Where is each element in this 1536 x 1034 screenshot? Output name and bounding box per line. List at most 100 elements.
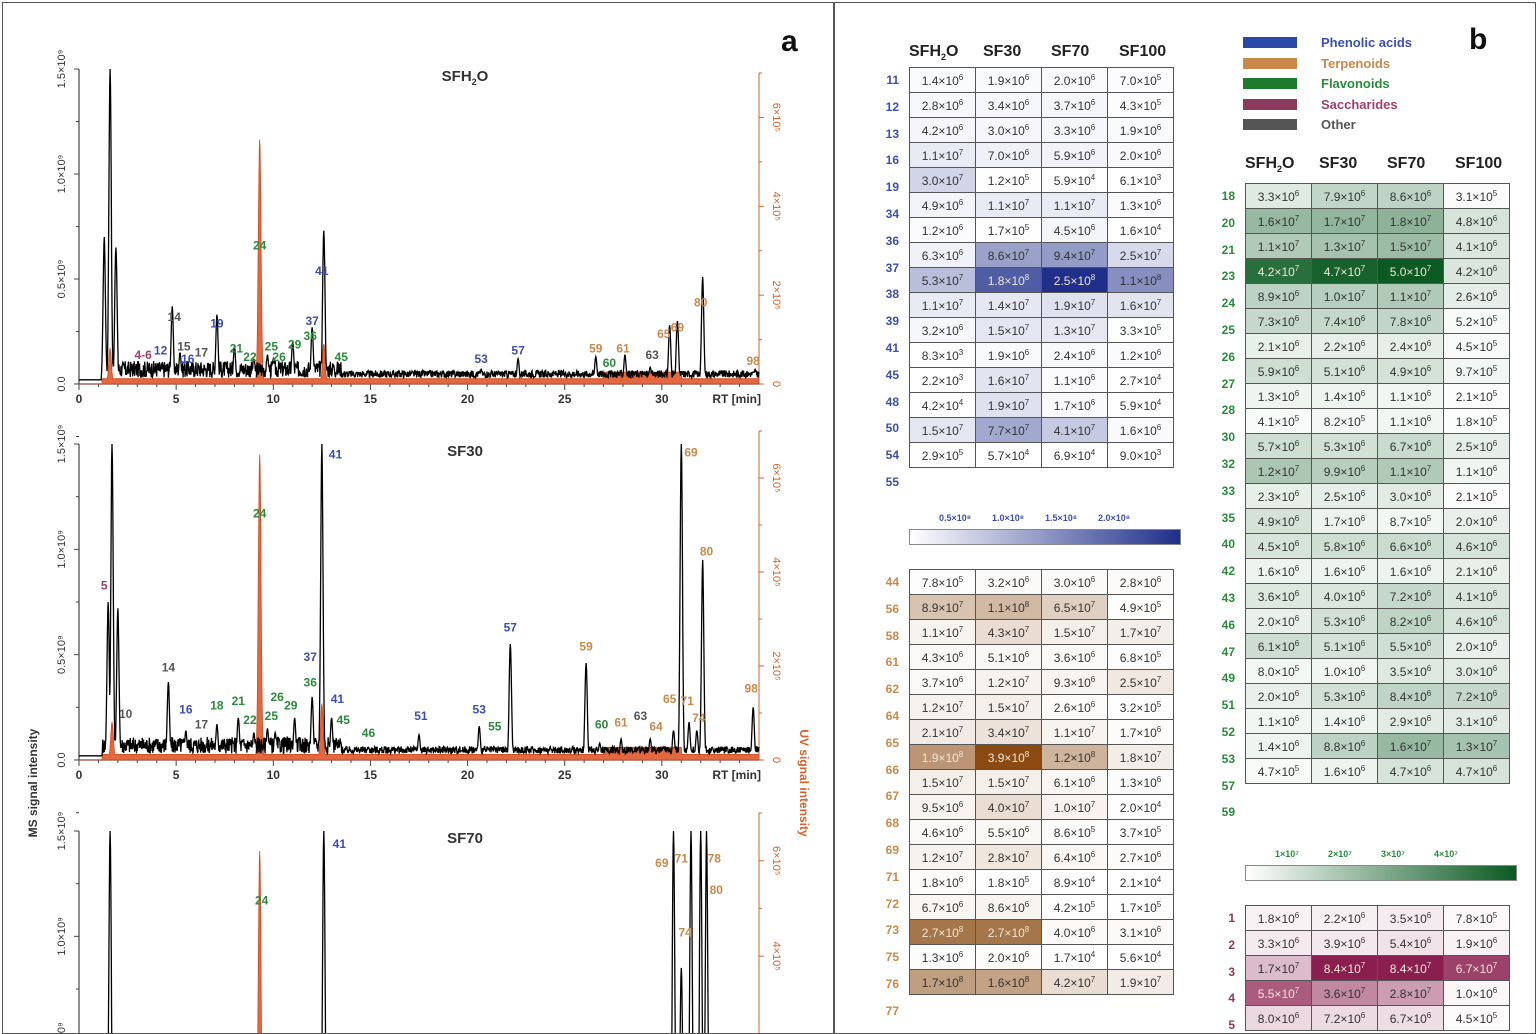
table-row: 6.1×106 5.1×106 5.5×106 2.0×106 <box>1245 633 1510 659</box>
table-cell: 9.9×106 <box>1311 458 1378 484</box>
colorbar-tick-label: 0.5×10⁸ <box>939 513 972 523</box>
table-cell: 8.3×103 <box>909 342 976 368</box>
table-cell: 7.3×106 <box>1245 308 1312 334</box>
table-cell: 7.7×107 <box>975 417 1042 443</box>
row-label: 13 <box>885 126 899 141</box>
heatmap-table-flavonoids: 3.3×106 7.9×106 8.6×106 3.1×105 1.6×107 1.7×1… <box>1245 183 1510 784</box>
table-cell: 1.0×106 <box>1311 658 1378 684</box>
ms-axis-title: MS signal intensity <box>26 728 40 837</box>
table-cell: 2.1×105 <box>1443 483 1510 509</box>
table-cell: 1.7×104 <box>1041 944 1108 970</box>
table-cell: 2.0×106 <box>1107 142 1174 168</box>
table-cell: 1.2×107 <box>975 669 1042 695</box>
table-cell: 1.9×106 <box>1107 117 1174 143</box>
table-cell: 4.1×106 <box>1443 233 1510 259</box>
peak-label: 71 <box>680 694 694 708</box>
peak-label: 14 <box>168 310 182 324</box>
table-cell: 4.1×106 <box>1443 583 1510 609</box>
table-cell: 3.2×106 <box>909 317 976 343</box>
peak-label: 59 <box>589 342 603 356</box>
table-cell: 1.1×107 <box>909 292 976 318</box>
table-cell: 3.2×106 <box>975 569 1042 595</box>
heatmap-table-phenolic-acids: 1.4×106 1.9×106 2.0×106 7.0×105 2.8×106 3.4×1… <box>909 67 1174 468</box>
table-cell: 2.2×106 <box>1311 333 1378 359</box>
peak-label: 21 <box>232 694 246 708</box>
table-cell: 2.9×106 <box>1377 708 1444 734</box>
row-label: 68 <box>885 816 899 831</box>
table-cell: 1.6×104 <box>1107 217 1174 243</box>
table-row: 3.0×107 1.2×105 5.9×104 6.1×103 <box>909 167 1174 193</box>
row-label: 37 <box>885 260 899 275</box>
table-row: 8.0×106 7.2×106 6.7×106 4.5×105 <box>1245 1005 1510 1031</box>
y2-tick-label: 2×10⁵ <box>770 280 782 309</box>
table-cell: 1.5×107 <box>909 417 976 443</box>
table-cell: 5.3×106 <box>1311 683 1378 709</box>
y-tick-label: 1.0×10⁹ <box>56 155 68 194</box>
row-label: 49 <box>1221 671 1235 686</box>
legend-swatch <box>1243 98 1297 110</box>
table-cell: 1.9×108 <box>909 744 976 770</box>
table-row: 1.8×106 1.8×105 8.9×104 2.1×104 <box>909 869 1174 895</box>
table-cell: 3.6×106 <box>1041 644 1108 670</box>
table-cell: 1.7×107 <box>1311 208 1378 234</box>
table-cell: 1.2×108 <box>1041 744 1108 770</box>
table-row: 4.7×105 1.6×106 4.7×106 4.7×106 <box>1245 758 1510 784</box>
chromatogram-sf70: 0.5×10⁹1.0×10⁹1.5×10⁹4×10⁵6×10⁵SF7024415… <box>56 812 782 1033</box>
peak-label: 26 <box>272 350 286 364</box>
table-cell: 1.1×107 <box>909 142 976 168</box>
table-cell: 4.2×105 <box>1041 894 1108 920</box>
peak-label: 98 <box>745 682 759 696</box>
peak-label: 12 <box>154 344 168 358</box>
peak-label: 22 <box>243 350 257 364</box>
table-cell: 7.0×106 <box>975 142 1042 168</box>
row-label: 2 <box>1228 937 1235 952</box>
table-cell: 3.2×105 <box>1107 694 1174 720</box>
colorbar-tick-label: 4×10⁷ <box>1434 849 1458 859</box>
y-tick-label: 1.0×10⁹ <box>56 530 68 569</box>
row-label: 72 <box>885 896 899 911</box>
peak-label: 18 <box>210 698 224 712</box>
table-cell: 5.5×107 <box>1245 980 1312 1006</box>
table-row: 8.0×105 1.0×106 3.5×106 3.0×106 <box>1245 658 1510 684</box>
x-tick-label: 5 <box>173 768 180 782</box>
peak-label: 19 <box>210 316 224 330</box>
table-row: 2.1×106 2.2×106 2.4×106 4.5×105 <box>1245 333 1510 359</box>
table-cell: 1.1×106 <box>1041 367 1108 393</box>
x-axis-label: RT [min] <box>712 392 761 406</box>
row-label: 56 <box>885 601 899 616</box>
y2-tick-label: 6×10⁵ <box>770 103 782 132</box>
table-cell: 5.0×107 <box>1377 258 1444 284</box>
table-cell: 7.0×105 <box>1107 67 1174 93</box>
table-cell: 4.9×106 <box>1245 508 1312 534</box>
table-cell: 2.7×108 <box>909 919 976 945</box>
table-row: 5.9×106 5.1×106 4.9×106 9.7×105 <box>1245 358 1510 384</box>
table-cell: 1.2×107 <box>1245 458 1312 484</box>
ms-trace <box>79 68 760 381</box>
table-cell: 8.8×106 <box>1311 733 1378 759</box>
table-cell: 1.5×107 <box>975 317 1042 343</box>
table-cell: 1.8×106 <box>909 869 976 895</box>
table-row: 2.7×108 2.7×108 4.0×106 3.1×106 <box>909 919 1174 945</box>
table-cell: 5.4×106 <box>1377 930 1444 956</box>
table-cell: 4.1×105 <box>1245 408 1312 434</box>
table-cell: 1.7×107 <box>1107 619 1174 645</box>
table-cell: 6.6×106 <box>1377 533 1444 559</box>
table-row: 1.1×107 4.3×107 1.5×107 1.7×107 <box>909 619 1174 645</box>
table-row: 2.8×106 3.4×106 3.7×106 4.3×105 <box>909 92 1174 118</box>
row-label: 45 <box>885 367 899 382</box>
table-cell: 1.2×107 <box>909 694 976 720</box>
table-row: 4.3×106 5.1×106 3.6×106 6.8×105 <box>909 644 1174 670</box>
peak-label: 61 <box>614 715 628 729</box>
table-cell: 5.9×106 <box>1245 358 1312 384</box>
table-cell: 5.5×106 <box>1377 633 1444 659</box>
table-cell: 1.8×105 <box>975 869 1042 895</box>
table-cell: 1.1×106 <box>1377 383 1444 409</box>
table-row: 4.9×106 1.1×107 1.1×107 1.3×106 <box>909 192 1174 218</box>
table-row: 6.7×106 8.6×106 4.2×105 1.7×105 <box>909 894 1174 920</box>
table-row: 4.2×107 4.7×107 5.0×107 4.2×106 <box>1245 258 1510 284</box>
table-cell: 1.1×107 <box>1377 283 1444 309</box>
table-cell: 4.0×106 <box>1041 919 1108 945</box>
colorbar-tick-label: 1.5×10⁸ <box>1045 513 1078 523</box>
row-label: 26 <box>1221 349 1235 364</box>
table-cell: 1.2×107 <box>909 844 976 870</box>
